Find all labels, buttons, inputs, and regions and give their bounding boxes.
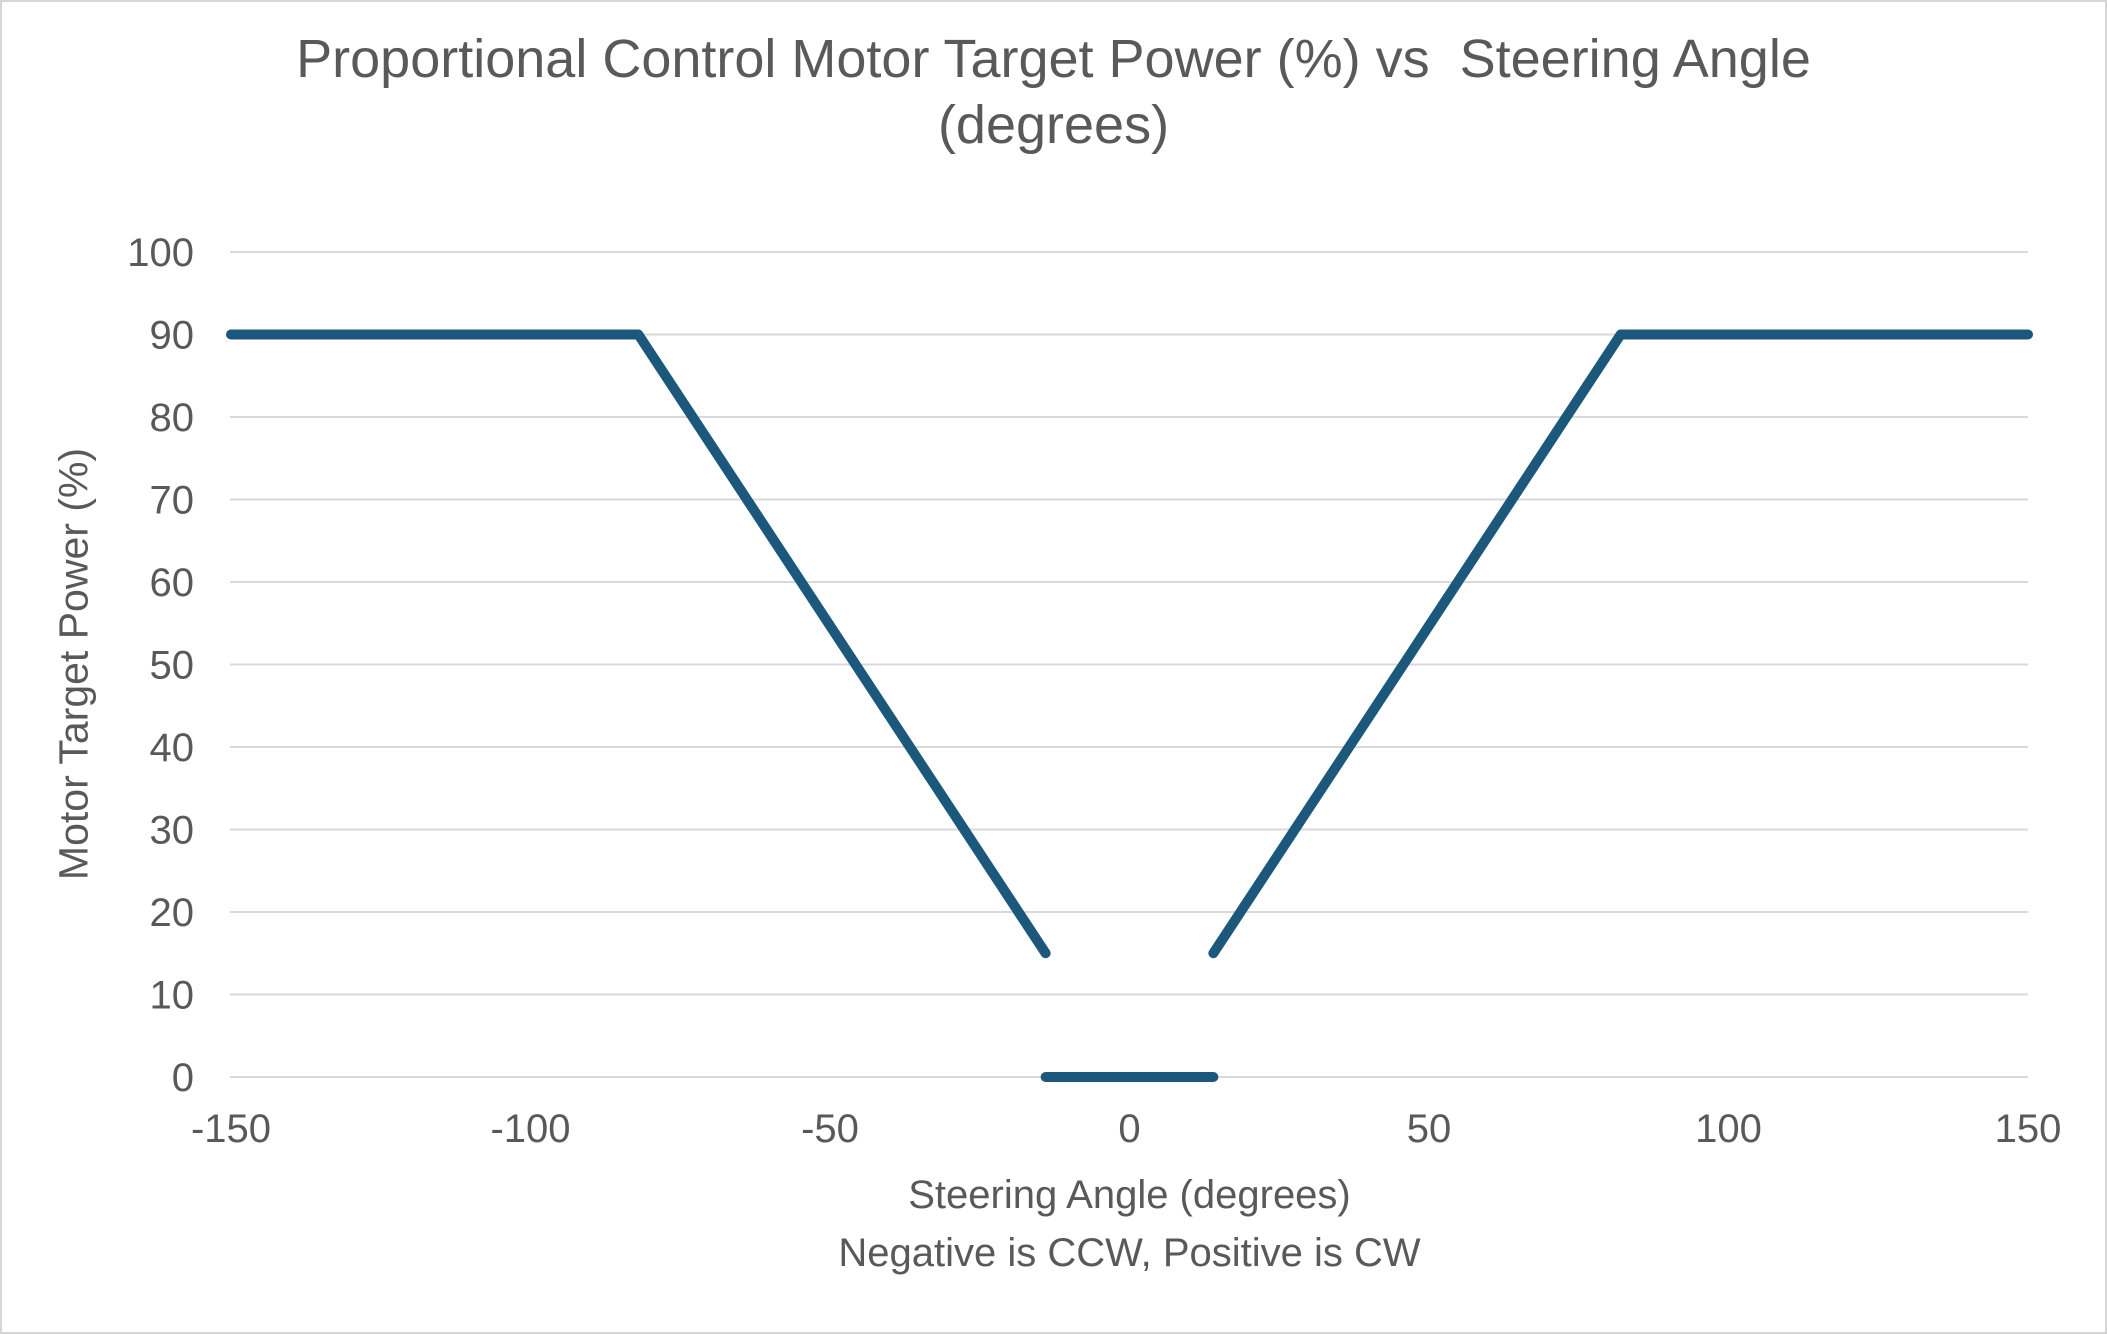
x-axis-title: Steering Angle (degrees) Negative is CCW…: [231, 1166, 2028, 1282]
chart-title: Proportional Control Motor Target Power …: [2, 26, 2105, 158]
y-tick-label-60: 60: [150, 561, 195, 605]
y-tick-label-40: 40: [150, 726, 195, 770]
x-tick-label--100: -100: [490, 1107, 570, 1151]
y-tick-label-90: 90: [150, 314, 195, 358]
x-tick-label-50: 50: [1407, 1107, 1452, 1151]
y-tick-label-80: 80: [150, 396, 195, 440]
series-segment-3: [1208, 329, 2033, 959]
y-tick-label-70: 70: [150, 479, 195, 523]
x-tick-label-150: 150: [1995, 1107, 2062, 1151]
x-axis-title-line1: Steering Angle (degrees): [908, 1173, 1351, 1217]
series-segment-1: [226, 329, 1051, 959]
y-tick-label-50: 50: [150, 644, 195, 688]
chart-title-line1: Proportional Control Motor Target Power …: [296, 29, 1811, 89]
x-tick-label--50: -50: [801, 1107, 859, 1151]
y-tick-label-0: 0: [172, 1056, 194, 1100]
y-tick-label-100: 100: [127, 231, 194, 275]
y-tick-label-30: 30: [150, 809, 195, 853]
x-tick-label-0: 0: [1118, 1107, 1140, 1151]
x-tick-label--150: -150: [191, 1107, 271, 1151]
y-tick-label-10: 10: [150, 974, 195, 1018]
chart-title-line2: (degrees): [937, 95, 1170, 155]
y-axis-title: Motor Target Power (%): [50, 447, 97, 881]
x-axis-title-line2: Negative is CCW, Positive is CW: [838, 1231, 1421, 1275]
y-tick-label-20: 20: [150, 891, 195, 935]
x-tick-label-100: 100: [1695, 1107, 1762, 1151]
